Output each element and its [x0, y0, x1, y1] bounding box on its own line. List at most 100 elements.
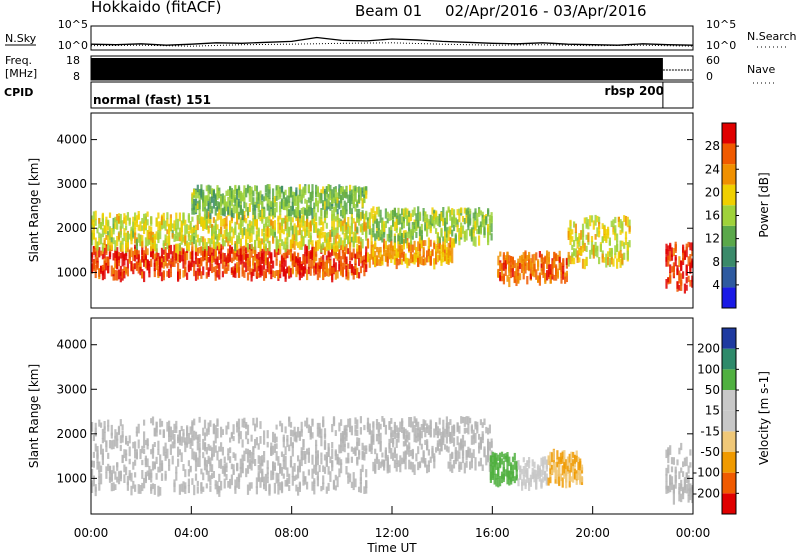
data-cell: [159, 463, 162, 473]
data-cell: [465, 461, 468, 468]
data-cell: [196, 486, 199, 494]
data-cell: [571, 252, 574, 261]
data-cell: [277, 185, 280, 195]
data-cell: [112, 465, 115, 474]
data-cell: [435, 422, 438, 428]
data-cell: [408, 417, 411, 427]
y-tick-label: 2000: [56, 221, 87, 235]
data-cell: [497, 454, 500, 461]
data-cell: [408, 222, 411, 231]
data-cell: [545, 476, 548, 486]
data-cell: [420, 223, 423, 234]
data-cell: [599, 244, 602, 252]
data-cell: [375, 433, 379, 442]
velocity-y-label: Slant Range [km]: [27, 364, 41, 468]
data-cell: [216, 256, 219, 266]
data-cell: [94, 271, 97, 279]
data-cell: [687, 256, 690, 267]
data-cell: [359, 474, 362, 482]
data-cell: [237, 475, 241, 481]
data-cell: [565, 258, 568, 266]
data-cell: [470, 452, 473, 463]
data-cell: [334, 227, 337, 236]
data-cell: [146, 438, 149, 446]
data-cell: [395, 453, 398, 464]
data-cell: [383, 460, 386, 471]
data-cell: [687, 488, 690, 496]
data-cell: [336, 253, 339, 260]
data-cell: [331, 272, 334, 283]
data-cell: [392, 430, 395, 438]
data-cell: [123, 449, 126, 459]
data-cell: [363, 424, 366, 431]
data-cell: [182, 248, 185, 254]
data-cell: [241, 228, 244, 239]
data-cell: [284, 237, 287, 245]
data-cell: [569, 255, 572, 265]
data-cell: [401, 222, 404, 230]
data-cell: [223, 259, 226, 265]
data-cell: [354, 424, 357, 432]
data-cell: [528, 477, 531, 486]
data-cell: [295, 256, 298, 265]
data-cell: [205, 428, 208, 437]
data-cell: [302, 236, 305, 247]
velocity-colorbar-label: Velocity [m s-1]: [757, 371, 771, 465]
data-cell: [186, 427, 189, 438]
data-cell: [250, 196, 253, 205]
data-cell: [356, 429, 359, 437]
data-cell: [318, 265, 321, 272]
data-cell: [315, 221, 318, 229]
data-cell: [370, 228, 373, 235]
data-cell: [270, 270, 273, 280]
x-tick-label: 16:00: [475, 526, 510, 540]
data-cell: [379, 441, 382, 451]
data-cell: [275, 451, 278, 461]
data-cell: [304, 220, 307, 228]
data-cell: [670, 266, 674, 273]
data-cell: [259, 243, 262, 252]
data-cell: [467, 219, 470, 231]
data-cell: [182, 481, 185, 493]
data-cell: [406, 240, 409, 249]
data-cell: [561, 477, 564, 488]
data-cell: [293, 426, 296, 436]
data-cell: [275, 236, 278, 246]
data-cell: [336, 208, 339, 215]
data-cell: [563, 450, 566, 460]
data-cell: [404, 235, 407, 244]
noise-panel-frame: [90, 25, 694, 51]
data-cell: [388, 244, 391, 250]
data-cell: [417, 428, 420, 438]
data-cell: [334, 235, 337, 245]
data-cell: [211, 235, 214, 245]
data-cell: [282, 473, 285, 479]
data-cell: [164, 470, 167, 479]
data-cell: [491, 451, 494, 458]
data-cell: [291, 476, 294, 486]
data-cell: [282, 454, 285, 462]
data-cell: [101, 264, 104, 272]
data-cell: [322, 416, 325, 428]
data-cell: [354, 191, 357, 202]
data-cell: [107, 265, 110, 274]
data-cell: [227, 253, 230, 264]
data-cell: [194, 243, 198, 252]
data-cell: [404, 434, 407, 446]
y-tick-label: 4000: [56, 338, 87, 352]
data-cell: [173, 223, 176, 231]
data-cell: [134, 232, 137, 244]
data-cell: [384, 240, 387, 250]
data-cell: [137, 484, 140, 494]
velocity-data: [91, 416, 694, 505]
data-cell: [469, 229, 472, 236]
data-cell: [236, 235, 239, 244]
data-cell: [463, 218, 466, 225]
data-cell: [173, 434, 176, 445]
data-cell: [374, 251, 377, 257]
data-cell: [665, 243, 668, 255]
data-cell: [409, 229, 413, 239]
data-cell: [107, 231, 110, 238]
data-cell: [205, 272, 208, 279]
data-cell: [264, 243, 267, 252]
